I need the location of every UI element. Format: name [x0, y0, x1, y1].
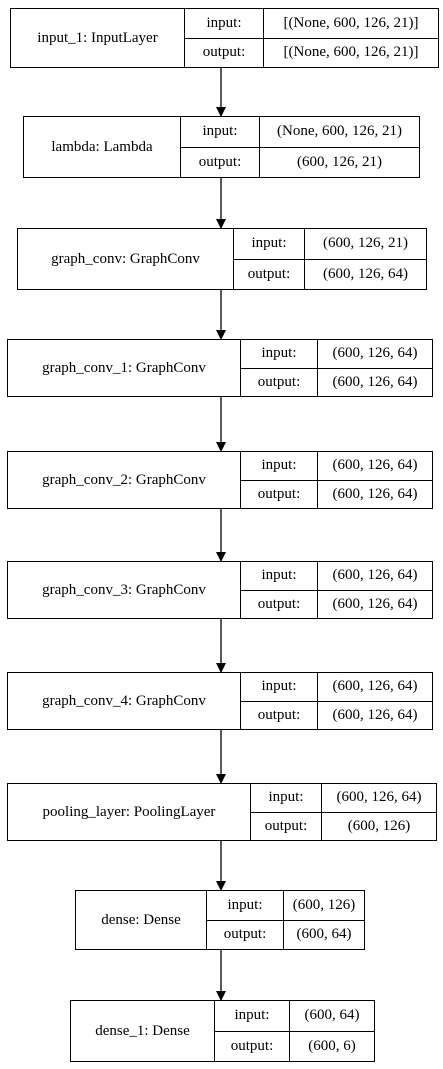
input-row: input: (600, 126, 64) [251, 784, 436, 812]
input-row: input: (600, 126, 64) [241, 452, 432, 480]
io-shape-table: input: [(None, 600, 126, 21)] output: [(Non… [185, 9, 438, 67]
output-label: output: [241, 590, 318, 618]
input-shape: (600, 126, 64) [332, 567, 418, 584]
input-row: input: (600, 126) [207, 891, 364, 920]
io-shape-table: input: (600, 126, 64) output: (600, 126) [251, 784, 436, 840]
output-label: output: [251, 812, 322, 840]
input-row: input: (600, 126, 64) [241, 673, 432, 701]
input-label: input: [234, 229, 305, 259]
input-label: input: [241, 340, 318, 368]
input-label: input: [185, 9, 264, 38]
input-shape: (None, 600, 126, 21) [277, 123, 402, 140]
layer-name: pooling_layer: PoolingLayer [8, 784, 251, 840]
output-row: output: (600, 6) [215, 1030, 374, 1061]
io-shape-table: input: (600, 126, 64) output: (600, 126, 64… [241, 452, 432, 508]
layer-name: input_1: InputLayer [11, 9, 185, 67]
io-shape-table: input: (600, 126, 64) output: (600, 126, 64… [241, 340, 432, 396]
layer-name: graph_conv_3: GraphConv [8, 562, 241, 618]
output-row: output: (600, 126, 64) [241, 700, 432, 729]
output-shape: (600, 126, 21) [297, 153, 382, 170]
layer-name: dense_1: Dense [71, 1001, 215, 1061]
output-shape: (600, 126, 64) [323, 265, 408, 282]
output-label: output: [241, 368, 318, 396]
input-label: input: [207, 891, 284, 920]
input-row: input: (None, 600, 126, 21) [181, 117, 419, 147]
layer-name: dense: Dense [76, 891, 207, 949]
io-shape-table: input: (600, 64) output: (600, 6) [215, 1001, 374, 1061]
layer-node: graph_conv: GraphConv input: (600, 126, 21… [17, 228, 427, 290]
layer-name: graph_conv_4: GraphConv [8, 673, 241, 729]
output-label: output: [207, 920, 284, 949]
output-label: output: [234, 259, 305, 289]
io-shape-table: input: (600, 126) output: (600, 64) [207, 891, 364, 949]
output-shape: (600, 126, 64) [332, 485, 418, 502]
io-shape-table: input: (600, 126, 64) output: (600, 126, 64… [241, 562, 432, 618]
layer-name: graph_conv_1: GraphConv [8, 340, 241, 396]
output-row: output: (600, 126, 21) [181, 146, 419, 177]
output-row: output: (600, 126, 64) [241, 589, 432, 618]
layer-name: lambda: Lambda [24, 117, 181, 177]
layer-name: graph_conv_2: GraphConv [8, 452, 241, 508]
layer-node: graph_conv_1: GraphConv input: (600, 126, … [7, 339, 433, 397]
output-row: output: (600, 126, 64) [241, 367, 432, 396]
layer-node: dense: Dense input: (600, 126) output: (600,… [75, 890, 365, 950]
layer-name: graph_conv: GraphConv [18, 229, 234, 289]
output-shape: (600, 126) [347, 817, 411, 834]
input-shape: (600, 126, 64) [332, 345, 418, 362]
input-shape: (600, 126) [292, 896, 356, 913]
output-shape: [(None, 600, 126, 21)] [283, 44, 419, 61]
layer-node: graph_conv_2: GraphConv input: (600, 126, … [7, 451, 433, 509]
input-shape: (600, 126, 64) [332, 678, 418, 695]
input-label: input: [241, 452, 318, 480]
input-shape: (600, 64) [304, 1007, 360, 1024]
input-row: input: (600, 126, 64) [241, 562, 432, 590]
input-label: input: [181, 117, 260, 147]
output-shape: (600, 126, 64) [332, 706, 418, 723]
input-shape: (600, 126, 64) [332, 457, 418, 474]
io-shape-table: input: (600, 126, 64) output: (600, 126, 64… [241, 673, 432, 729]
output-label: output: [185, 38, 264, 67]
output-label: output: [241, 701, 318, 729]
output-label: output: [181, 147, 260, 177]
output-row: output: [(None, 600, 126, 21)] [185, 37, 438, 67]
output-row: output: (600, 126) [251, 811, 436, 840]
input-row: input: (600, 64) [215, 1001, 374, 1031]
output-shape: (600, 126, 64) [332, 595, 418, 612]
io-shape-table: input: (600, 126, 21) output: (600, 126, 64… [234, 229, 426, 289]
input-shape: (600, 126, 64) [336, 789, 422, 806]
layer-node: graph_conv_4: GraphConv input: (600, 126, … [7, 672, 433, 730]
input-label: input: [215, 1001, 290, 1031]
layer-node: dense_1: Dense input: (600, 64) output: (600… [70, 1000, 375, 1062]
input-row: input: [(None, 600, 126, 21)] [185, 9, 438, 38]
io-shape-table: input: (None, 600, 126, 21) output: (600, 1… [181, 117, 419, 177]
output-label: output: [215, 1031, 290, 1061]
input-row: input: (600, 126, 21) [234, 229, 426, 259]
output-row: output: (600, 126, 64) [241, 479, 432, 508]
input-label: input: [251, 784, 322, 812]
input-shape: [(None, 600, 126, 21)] [283, 14, 419, 31]
input-label: input: [241, 673, 318, 701]
output-label: output: [241, 480, 318, 508]
layer-node: pooling_layer: PoolingLayer input: (600, 1… [7, 783, 437, 841]
output-row: output: (600, 126, 64) [234, 258, 426, 289]
output-shape: (600, 64) [296, 926, 352, 943]
input-row: input: (600, 126, 64) [241, 340, 432, 368]
output-row: output: (600, 64) [207, 919, 364, 949]
layer-node: graph_conv_3: GraphConv input: (600, 126, … [7, 561, 433, 619]
input-shape: (600, 126, 21) [323, 235, 408, 252]
layer-node: input_1: InputLayer input: [(None, 600, 12… [10, 8, 439, 68]
layer-node: lambda: Lambda input: (None, 600, 126, 21)… [23, 116, 420, 178]
output-shape: (600, 126, 64) [332, 373, 418, 390]
output-shape: (600, 6) [308, 1037, 356, 1054]
input-label: input: [241, 562, 318, 590]
